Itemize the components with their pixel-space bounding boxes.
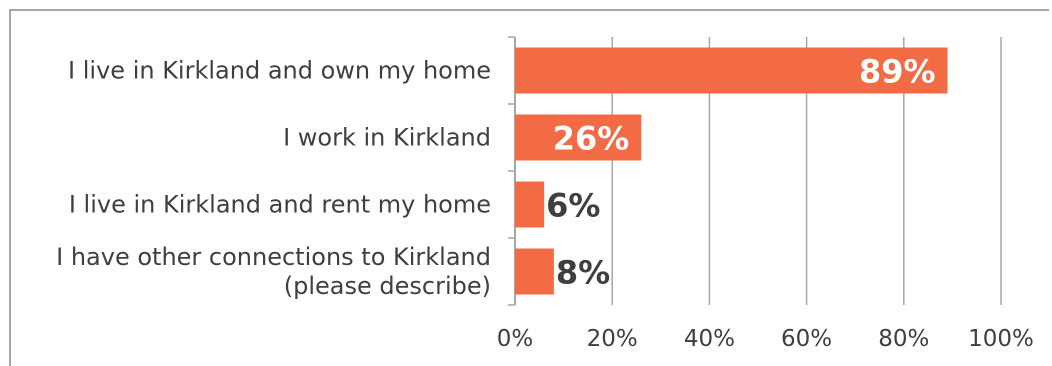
x-tick-label: 40%: [684, 326, 735, 352]
category-label: I work in Kirkland: [283, 124, 491, 152]
x-tick-label: 100%: [968, 326, 1034, 352]
x-tick-label: 80%: [878, 326, 929, 352]
x-tick-label: 0%: [497, 326, 534, 352]
x-tick-label: 60%: [781, 326, 832, 352]
category-label: (please describe): [284, 272, 491, 300]
bar: [515, 181, 545, 228]
bar: [515, 47, 948, 94]
data-label: 6%: [546, 187, 600, 225]
data-label: 26%: [553, 120, 630, 158]
chart-frame: [9, 9, 1049, 366]
x-tick-label: 20%: [587, 326, 638, 352]
data-label: 8%: [556, 254, 610, 292]
category-label: I live in Kirkland and rent my home: [69, 191, 491, 219]
category-label: I live in Kirkland and own my home: [68, 57, 491, 85]
category-label: I have other connections to Kirkland: [56, 243, 491, 271]
bar: [515, 114, 642, 161]
data-label: 89%: [859, 53, 936, 91]
bar: [515, 248, 554, 295]
